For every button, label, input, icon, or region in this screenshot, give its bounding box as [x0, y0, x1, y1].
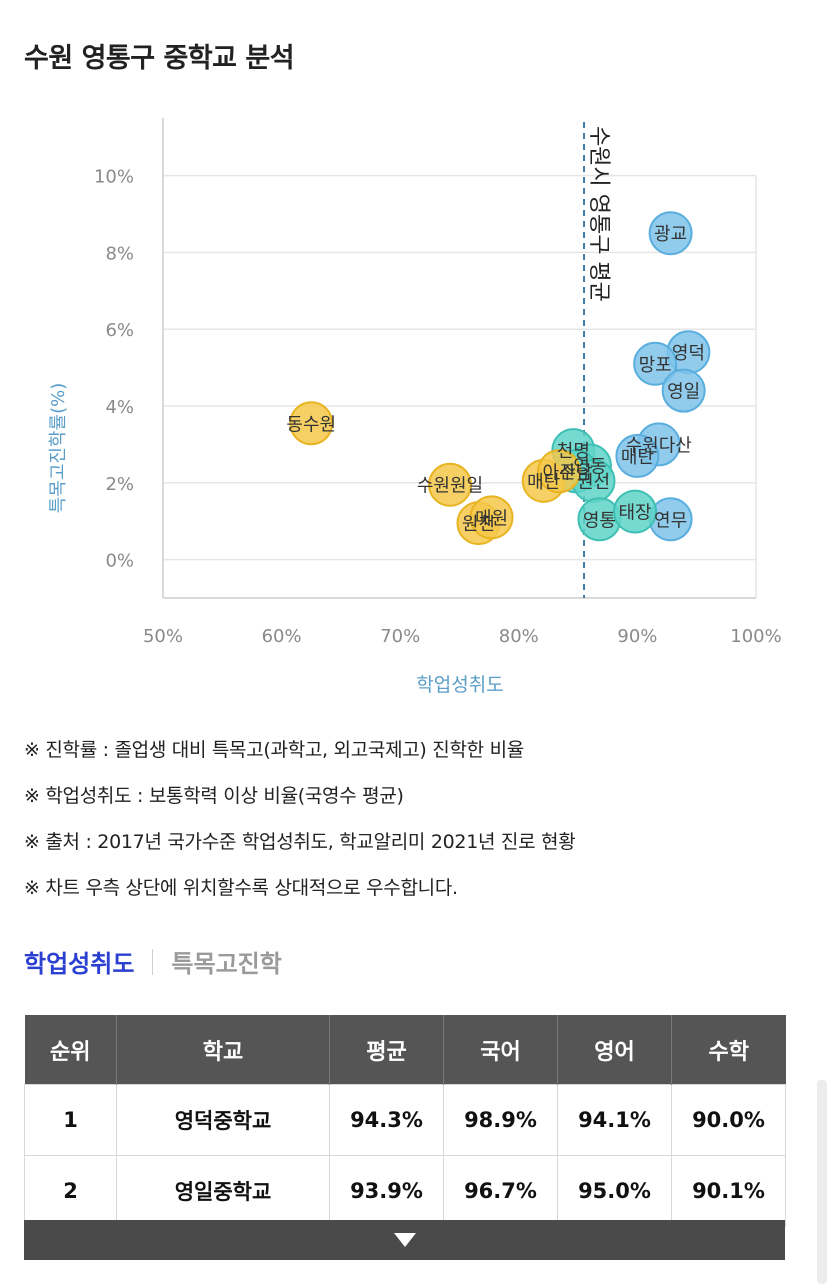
y-tick-label: 0%	[105, 551, 134, 572]
point-label: 아주	[543, 462, 576, 483]
point-label: 매탄	[527, 472, 560, 493]
point-label: 영통	[583, 510, 616, 531]
scrollbar[interactable]	[817, 1080, 827, 1284]
point-label: 매탄	[621, 447, 654, 468]
x-tick-label: 60%	[262, 626, 302, 647]
cell-korean: 96.7%	[443, 1155, 558, 1227]
header-rank: 순위	[24, 1015, 117, 1085]
chart-notes: ※ 진학률 : 졸업생 대비 특목고(과학고, 외고국제고) 진학한 비율 ※ …	[24, 735, 576, 919]
point-label: 동수원	[286, 414, 336, 435]
point-망포[interactable]	[633, 341, 678, 386]
point-label: 천명	[557, 441, 590, 462]
cell-korean: 98.9%	[443, 1084, 558, 1156]
chart-grid	[163, 174, 757, 598]
ranking-table: 순위 학교 평균 국어 영어 수학 1 영덕중학교 94.3% 98.9% 94…	[24, 1015, 786, 1227]
header-school: 학교	[116, 1015, 330, 1085]
header-english: 영어	[557, 1015, 672, 1085]
point-label: 수원원일	[417, 476, 483, 497]
cell-math: 90.0%	[671, 1084, 786, 1156]
page-title: 수원 영통구 중학교 분석	[24, 43, 295, 74]
tab-achievement[interactable]: 학업성취도	[24, 950, 135, 978]
point-label: 권선	[577, 472, 610, 493]
ranking-tabs: 학업성취도 특목고진학	[24, 944, 282, 979]
chart-axes	[162, 118, 756, 599]
point-매탄[interactable]	[615, 433, 660, 478]
point-아주[interactable]	[537, 449, 582, 494]
note-achievement: ※ 학업성취도 : 보통학력 이상 비율(국영수 평균)	[24, 785, 404, 807]
point-label: 광교	[654, 224, 687, 245]
point-label: 영동	[573, 457, 606, 478]
y-axis-label: 특목고진학률(%)	[48, 383, 69, 514]
show-more-button[interactable]	[24, 1220, 785, 1260]
cell-average: 93.9%	[329, 1155, 444, 1227]
note-hint: ※ 차트 우측 상단에 위치할수록 상대적으로 우수합니다.	[24, 877, 458, 899]
point-광교[interactable]	[648, 211, 693, 256]
average-line-label: 수원시 영통구 평균	[586, 126, 611, 302]
y-tick-label: 6%	[105, 320, 134, 341]
table-header-row: 순위 학교 평균 국어 영어 수학	[24, 1015, 786, 1085]
y-tick-label: 4%	[105, 397, 134, 418]
scatter-chart: 0% 2% 4% 6% 8% 10% 50% 60% 70% 80% 90% 100% 수원시 영통구…	[48, 118, 782, 696]
table-row: 2 영일중학교 93.9% 96.7% 95.0% 90.1%	[24, 1155, 786, 1227]
cell-rank: 1	[24, 1084, 117, 1156]
header-math: 수학	[671, 1015, 786, 1085]
point-label: 연무	[654, 510, 687, 531]
point-label: 산남	[559, 462, 592, 483]
point-label: 영덕	[672, 343, 705, 364]
cell-math: 90.1%	[671, 1155, 786, 1227]
x-tick-label: 100%	[730, 626, 781, 647]
cell-english: 94.1%	[557, 1084, 672, 1156]
point-label: 원천	[462, 514, 495, 535]
triangle-down-icon	[393, 1233, 416, 1247]
table-row: 1 영덕중학교 94.3% 98.9% 94.1% 90.0%	[24, 1084, 786, 1156]
cell-school: 영일중학교	[116, 1155, 330, 1227]
tab-special-high[interactable]: 특목고진학	[171, 950, 282, 978]
x-tick-label: 80%	[499, 626, 539, 647]
note-rate: ※ 진학률 : 졸업생 대비 특목고(과학고, 외고국제고) 진학한 비율	[24, 739, 524, 761]
y-tick-label: 8%	[105, 243, 134, 264]
point-label: 수원다산	[626, 435, 692, 456]
x-axis-label: 학업성취도	[416, 674, 503, 696]
x-tick-label: 90%	[617, 626, 657, 647]
cell-average: 94.3%	[329, 1084, 444, 1156]
point-동수원[interactable]	[289, 401, 334, 446]
cell-rank: 2	[24, 1155, 117, 1227]
x-tick-label: 70%	[380, 626, 420, 647]
y-tick-label: 10%	[94, 167, 134, 188]
point-label: 망포	[639, 355, 672, 376]
header-average: 평균	[329, 1015, 444, 1085]
x-tick-label: 50%	[143, 626, 183, 647]
chart-ticks: 0% 2% 4% 6% 8% 10% 50% 60% 70% 80% 90% 100%	[94, 167, 782, 647]
point-영일[interactable]	[661, 368, 706, 413]
point-label: 태장	[618, 503, 651, 524]
point-태장[interactable]	[613, 489, 658, 534]
cell-english: 95.0%	[557, 1155, 672, 1227]
y-tick-label: 2%	[105, 474, 134, 495]
point-매원[interactable]	[469, 495, 514, 540]
cell-school: 영덕중학교	[116, 1084, 330, 1156]
header-korean: 국어	[443, 1015, 558, 1085]
point-label: 매원	[475, 508, 508, 529]
note-source: ※ 출처 : 2017년 국가수준 학업성취도, 학교알리미 2021년 진로 …	[24, 831, 576, 853]
point-수원원일[interactable]	[428, 462, 473, 507]
tab-divider	[152, 948, 154, 975]
point-label: 영일	[667, 382, 700, 403]
